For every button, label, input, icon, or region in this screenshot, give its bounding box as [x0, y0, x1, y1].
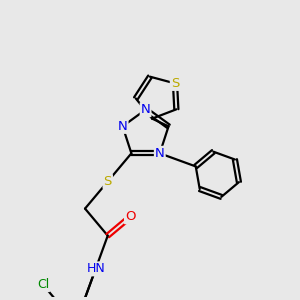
- Text: HN: HN: [86, 262, 105, 275]
- Text: S: S: [171, 77, 179, 90]
- Text: O: O: [125, 210, 136, 223]
- Text: N: N: [141, 103, 151, 116]
- Text: N: N: [118, 120, 128, 133]
- Text: N: N: [155, 147, 165, 160]
- Text: S: S: [103, 175, 112, 188]
- Text: Cl: Cl: [37, 278, 49, 291]
